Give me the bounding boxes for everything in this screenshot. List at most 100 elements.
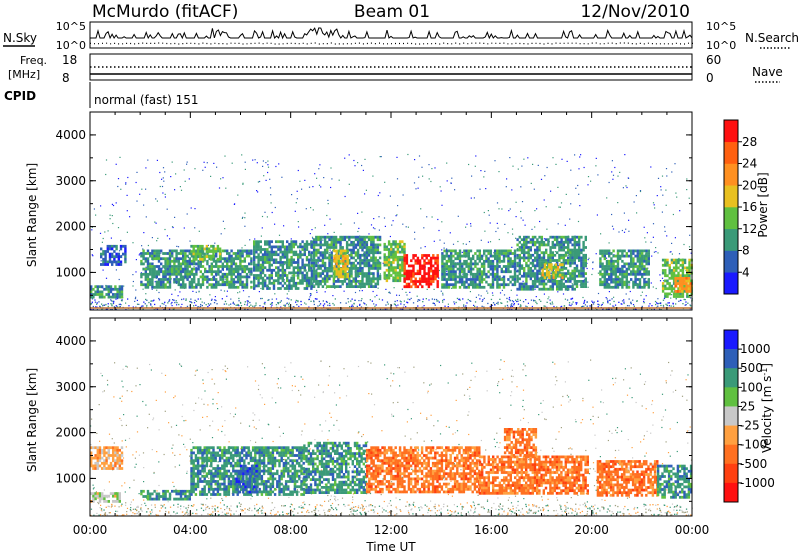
data-cell <box>237 257 240 261</box>
scatter-point <box>483 306 485 308</box>
data-cell <box>403 272 406 276</box>
scatter-point <box>353 222 355 224</box>
ground-point <box>394 303 396 306</box>
scatter-point <box>314 298 316 300</box>
scatter-point <box>318 168 320 170</box>
data-cell <box>342 262 345 266</box>
ground-point <box>159 305 161 307</box>
data-cell <box>551 285 554 288</box>
data-cell <box>232 257 235 261</box>
data-cell <box>184 275 187 279</box>
scatter-point <box>544 305 546 307</box>
data-cell <box>625 278 628 281</box>
data-cell <box>168 285 172 289</box>
data-cell <box>513 270 517 274</box>
data-cell <box>210 270 213 274</box>
data-cell <box>146 272 150 276</box>
data-cell <box>494 249 497 253</box>
data-cell <box>560 282 563 286</box>
scatter-point <box>384 181 386 183</box>
data-cell <box>689 287 693 291</box>
data-cell <box>312 248 316 252</box>
data-cell <box>478 278 481 281</box>
data-cell <box>392 271 395 275</box>
data-cell <box>239 280 242 284</box>
data-cell <box>405 272 409 276</box>
data-cell <box>625 270 628 274</box>
data-cell <box>365 261 369 265</box>
scatter-point <box>470 225 472 227</box>
data-cell <box>253 287 256 290</box>
data-cell <box>90 290 93 294</box>
data-cell <box>632 283 635 287</box>
data-cell <box>272 287 276 290</box>
scatter-point <box>679 210 681 212</box>
data-cell <box>330 285 333 288</box>
data-cell <box>239 254 242 258</box>
data-cell <box>155 252 158 255</box>
scatter-point <box>286 303 288 305</box>
data-cell <box>350 256 353 260</box>
data-cell <box>92 295 95 299</box>
data-cell <box>401 266 404 270</box>
data-cell <box>498 257 501 261</box>
data-cell <box>647 270 650 274</box>
data-cell <box>315 277 318 281</box>
freq-tick-top: 18 <box>62 53 77 67</box>
scatter-point <box>498 208 500 210</box>
data-cell <box>677 295 680 298</box>
data-cell <box>392 258 395 262</box>
data-cell <box>223 257 227 261</box>
ground-point <box>165 305 167 307</box>
scatter-point <box>304 385 306 388</box>
data-cell <box>630 278 633 281</box>
scatter-point <box>358 431 360 433</box>
data-cell <box>348 235 351 239</box>
data-cell <box>641 275 644 279</box>
ground-point <box>437 300 439 302</box>
scatter-point <box>493 252 495 254</box>
scatter-point <box>313 284 315 286</box>
data-cell <box>575 251 579 255</box>
data-cell <box>494 272 497 276</box>
data-cell <box>398 268 402 272</box>
ground-point <box>626 305 629 307</box>
data-cell <box>346 259 349 263</box>
ground-point <box>549 302 551 304</box>
data-cell <box>367 274 371 278</box>
data-cell <box>434 256 437 260</box>
data-cell <box>638 270 642 274</box>
data-cell <box>149 272 152 276</box>
data-cell <box>277 261 280 264</box>
data-cell <box>335 267 338 271</box>
scatter-point <box>436 300 438 302</box>
data-cell <box>279 261 282 264</box>
data-cell <box>571 243 574 247</box>
scatter-point <box>652 236 654 238</box>
data-cell <box>363 240 366 244</box>
scatter-point <box>323 509 325 511</box>
scatter-point <box>391 224 393 226</box>
data-cell <box>545 271 549 274</box>
data-cell <box>556 280 559 283</box>
data-cell <box>186 275 189 279</box>
data-cell <box>610 278 613 281</box>
data-cell <box>612 249 615 253</box>
data-cell <box>217 283 220 287</box>
scatter-point <box>495 230 497 233</box>
data-cell <box>290 287 293 290</box>
ground-point <box>213 302 216 304</box>
scatter-point <box>295 275 297 277</box>
scatter-point <box>405 226 407 228</box>
data-cell <box>281 284 284 288</box>
data-cell <box>234 275 238 279</box>
data-cell <box>569 272 572 275</box>
data-cell <box>223 275 227 279</box>
data-cell <box>605 267 609 271</box>
data-cell <box>390 253 393 257</box>
data-cell <box>221 267 224 271</box>
data-cell <box>197 280 200 284</box>
data-cell <box>531 272 535 275</box>
data-cell <box>218 247 222 251</box>
data-cell <box>361 259 364 262</box>
